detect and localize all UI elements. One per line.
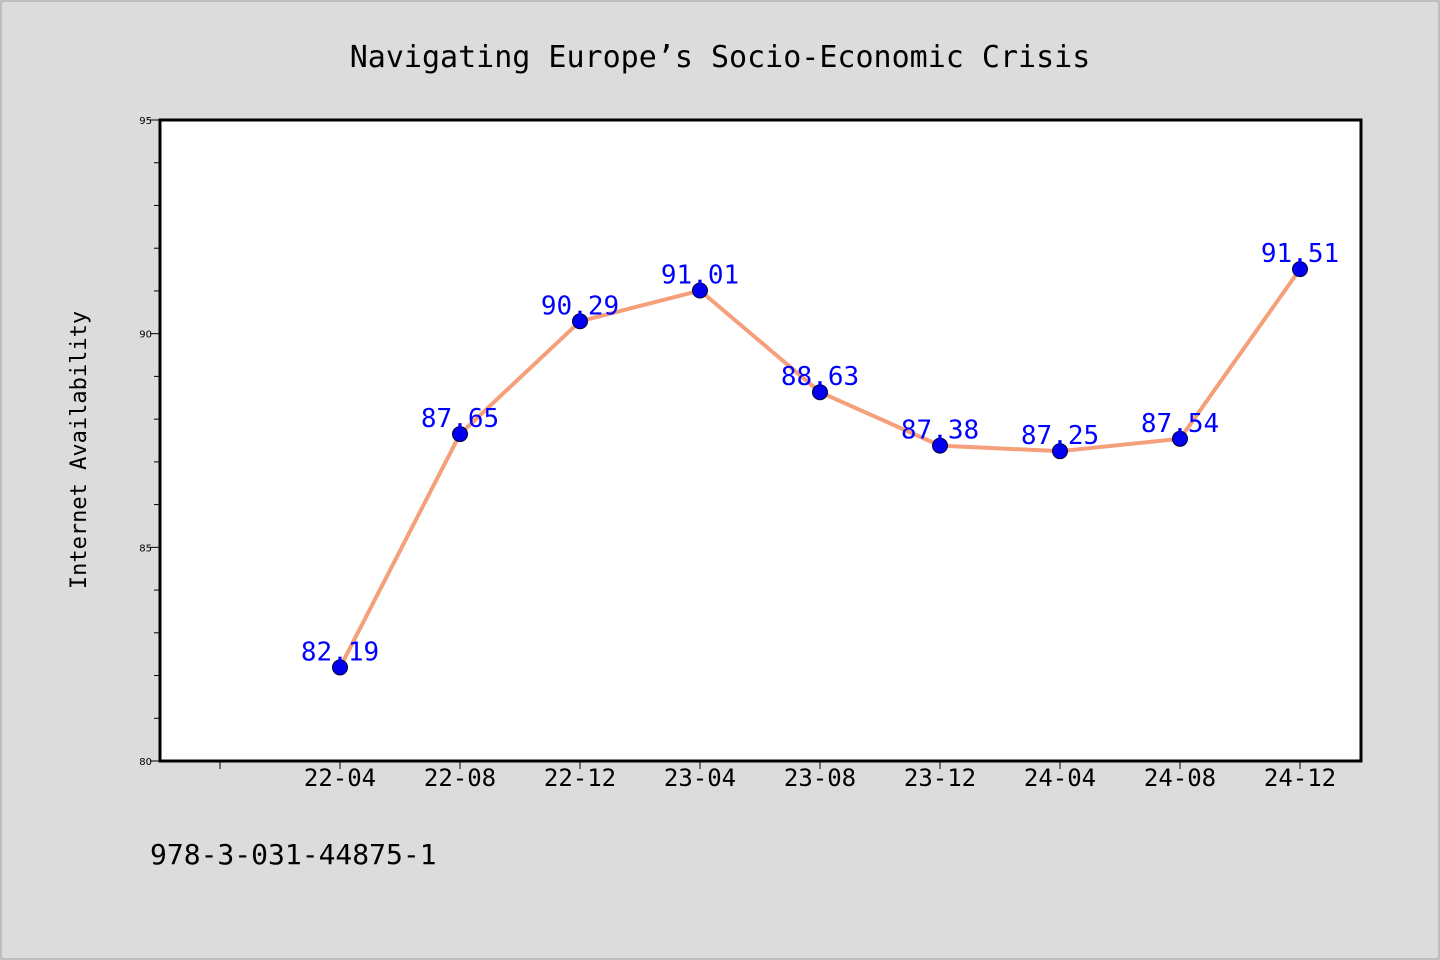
data-point: [692, 282, 708, 299]
data-point: [1172, 430, 1188, 447]
data-point: [1052, 443, 1068, 460]
data-label: 87.65: [421, 404, 499, 434]
x-tick-label: 24-12: [1264, 764, 1336, 792]
y-axis-label: Internet Availability: [67, 311, 92, 589]
data-point: [572, 313, 588, 330]
x-tick-label: 24-04: [1024, 764, 1096, 792]
data-label: 87.25: [1021, 421, 1099, 451]
x-tick-label: 22-08: [424, 764, 496, 792]
y-tick-label: 90: [139, 330, 152, 341]
x-tick-label: 23-04: [664, 764, 736, 792]
data-label: 82.19: [301, 637, 379, 667]
x-tick-label: 22-12: [544, 764, 616, 792]
y-tick-label: 85: [139, 543, 152, 554]
isbn-footer: 978-3-031-44875-1: [150, 838, 437, 871]
x-tick-label: 23-08: [784, 764, 856, 792]
data-label: 90.29: [541, 291, 619, 321]
x-tick-label: 24-08: [1144, 764, 1216, 792]
data-point: [332, 659, 348, 676]
plot-frame: [158, 118, 1363, 763]
data-point: [812, 384, 828, 401]
x-axis: 22-04 22-08 22-12 23-04 23-08 23-12 24-04 24-08…: [219, 761, 1336, 792]
y-tick-label: 95: [139, 116, 152, 127]
data-label: 87.54: [1141, 409, 1219, 439]
chart-title: Navigating Europe’s Socio-Economic Crisi…: [350, 40, 1091, 75]
data-label-layer: 82.19 87.65 90.29 91.01 88.63 87.38 87.25 87.54…: [301, 239, 1339, 667]
x-tick-label: 23-12: [904, 764, 976, 792]
data-label: 91.51: [1261, 239, 1339, 269]
x-tick-label: 22-04: [304, 764, 376, 792]
data-label: 88.63: [781, 362, 859, 392]
data-point: [452, 426, 468, 443]
data-point: [932, 437, 948, 454]
data-label: 91.01: [661, 261, 739, 291]
data-point: [1292, 261, 1308, 278]
y-tick-label: 80: [139, 757, 152, 768]
y-axis: 80 85 90 95: [139, 116, 160, 768]
series-layer: [332, 261, 1308, 676]
data-label: 87.38: [901, 416, 979, 446]
